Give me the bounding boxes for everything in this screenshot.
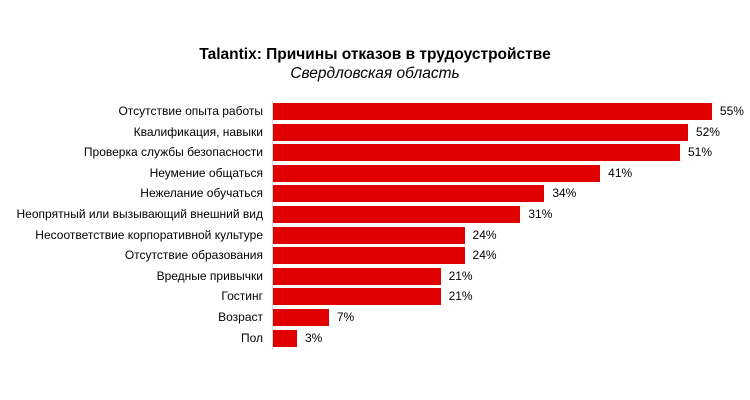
category-axis-line bbox=[272, 101, 273, 350]
bar bbox=[273, 309, 329, 326]
value-label: 55% bbox=[719, 104, 744, 118]
bar-row: Проверка службы безопасности 51% bbox=[0, 144, 750, 162]
value-label: 24% bbox=[472, 248, 497, 263]
bar bbox=[273, 329, 297, 347]
category-label: Несоответствие корпоративной культуре bbox=[35, 227, 263, 242]
value-label: 21% bbox=[448, 268, 473, 283]
category-label: Отсутствие образования bbox=[124, 248, 263, 263]
bar bbox=[273, 226, 465, 244]
bar bbox=[273, 185, 545, 203]
value-label: 24% bbox=[472, 227, 497, 242]
bar-row: Неопрятный или вызывающий внешний вид 31% bbox=[0, 206, 750, 223]
category-label: Квалификация, навыки bbox=[133, 124, 263, 139]
value-label: 51% bbox=[687, 145, 712, 160]
bar-row: Возраст 7% bbox=[0, 309, 750, 326]
value-label: 34% bbox=[552, 186, 577, 201]
bar bbox=[273, 103, 712, 120]
category-label: Отсутствие опыта работы bbox=[118, 104, 263, 118]
bar-row: Несоответствие корпоративной культуре 24% bbox=[0, 226, 750, 244]
category-label: Нежелание обучаться bbox=[140, 186, 263, 201]
value-label: 3% bbox=[304, 330, 323, 345]
bar bbox=[273, 144, 680, 162]
bar bbox=[273, 123, 688, 141]
bar bbox=[273, 267, 441, 285]
bar bbox=[273, 247, 465, 265]
bar bbox=[273, 288, 441, 306]
bar-row: Отсутствие опыта работы 55% bbox=[0, 103, 750, 120]
category-label: Возраст bbox=[218, 310, 263, 324]
category-label: Проверка службы безопасности bbox=[83, 145, 263, 160]
bar-row: Неумение общаться 41% bbox=[0, 164, 750, 182]
category-label: Неумение общаться bbox=[149, 165, 263, 180]
bar-row: Пол 3% bbox=[0, 329, 750, 347]
chart-subtitle: Свердловская область bbox=[290, 65, 460, 82]
value-label: 41% bbox=[608, 165, 633, 180]
value-label: 52% bbox=[695, 124, 720, 139]
category-label: Вредные привычки bbox=[156, 268, 263, 283]
category-label: Гостинг bbox=[221, 289, 263, 304]
bar-row: Отсутствие образования 24% bbox=[0, 247, 750, 265]
bar bbox=[273, 206, 521, 223]
bar-row: Нежелание обучаться 34% bbox=[0, 185, 750, 203]
category-label: Неопрятный или вызывающий внешний вид bbox=[16, 207, 263, 221]
category-label: Пол bbox=[240, 330, 263, 345]
bar-row: Квалификация, навыки 52% bbox=[0, 123, 750, 141]
value-label: 21% bbox=[448, 289, 473, 304]
value-label: 7% bbox=[336, 310, 355, 324]
value-label: 31% bbox=[528, 207, 553, 221]
bar-row: Вредные привычки 21% bbox=[0, 267, 750, 285]
bar bbox=[273, 164, 601, 182]
bar-row: Гостинг 21% bbox=[0, 288, 750, 306]
chart-title: Talantix: Причины отказов в трудоустройс… bbox=[199, 46, 551, 63]
